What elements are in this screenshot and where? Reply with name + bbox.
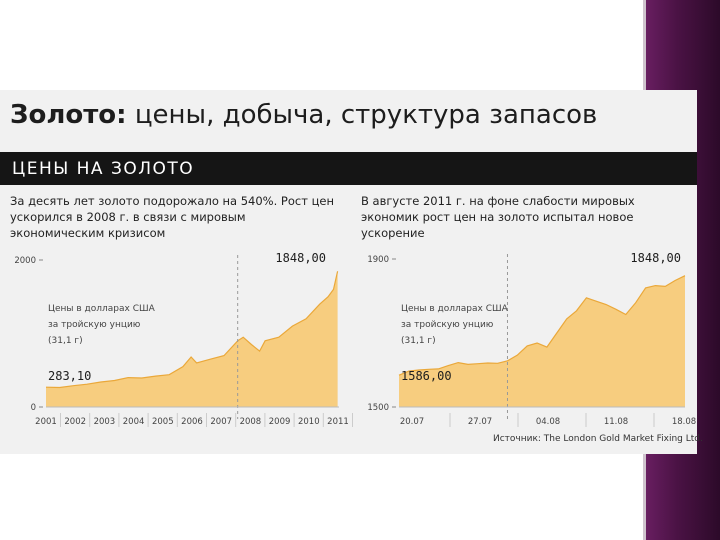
- section-band: ЦЕНЫ НА ЗОЛОТО: [0, 152, 697, 185]
- left-y-tick-label-0: 0: [31, 403, 36, 413]
- right-x-tick-label-1: 27.07: [468, 417, 492, 427]
- right-end-value-label: 1848,00: [630, 251, 681, 265]
- left-price-line: [45, 271, 339, 389]
- left-x-tick-label-4: 2005: [152, 417, 174, 427]
- left-price-area: [46, 271, 338, 407]
- right-x-tick-label-2: 04.08: [536, 417, 560, 427]
- right-y-tick-label-0: 1500: [367, 403, 389, 413]
- right-price-area: [399, 275, 685, 407]
- source-note: Источник: The London Gold Market Fixing …: [493, 434, 703, 444]
- left-x-tick-label-3: 2004: [123, 417, 145, 427]
- right-units-label-1: за тройскую унцию: [401, 320, 494, 330]
- left-start-value-label: 283,10: [48, 369, 91, 383]
- right-x-tick-label-3: 11.08: [604, 417, 628, 427]
- right-price-line: [398, 275, 686, 376]
- left-x-tick-label-1: 2002: [64, 417, 86, 427]
- left-x-tick-label-6: 2007: [210, 417, 232, 427]
- right-chart-caption: В августе 2011 г. на фоне слабости миров…: [361, 194, 635, 240]
- left-end-value-label: 1848,00: [275, 251, 326, 265]
- right-units-label-2: (31,1 г): [401, 336, 436, 346]
- left-x-tick-label-2: 2003: [94, 417, 116, 427]
- right-x-tick-label-4: 18.08: [672, 417, 696, 427]
- left-chart-caption: За десять лет золото подорожало на 540%.…: [10, 194, 334, 240]
- right-y-tick-label-1: 1900: [367, 255, 389, 265]
- section-band-label: ЦЕНЫ НА ЗОЛОТО: [12, 159, 195, 179]
- left-units-label-2: (31,1 г): [48, 336, 83, 346]
- right-x-tick-label-0: 20.07: [400, 417, 424, 427]
- title-bold: Золото:: [10, 100, 127, 130]
- title-rest: цены, добыча, структура запасов: [126, 100, 598, 130]
- left-x-tick-label-0: 2001: [35, 417, 57, 427]
- left-x-tick-label-8: 2009: [269, 417, 291, 427]
- left-x-tick-label-10: 2011: [327, 417, 349, 427]
- left-x-tick-label-7: 2008: [240, 417, 262, 427]
- left-gold-price-chart: 0 2000 2001 2002 2003 2004 2005 2006 2007 2008 200…: [14, 251, 353, 427]
- page-title: Золото: цены, добыча, структура запасов: [10, 100, 597, 130]
- left-x-tick-label-5: 2006: [181, 417, 203, 427]
- right-start-value-label: 1586,00: [401, 369, 452, 383]
- left-units-label-0: Цены в долларах США: [48, 304, 156, 314]
- left-y-tick-label-1: 2000: [14, 256, 36, 266]
- left-x-tick-label-9: 2010: [298, 417, 320, 427]
- right-gold-price-chart: 1500 1900 20.07 27.07 04.08 11.08 18.08 Цены в …: [367, 251, 696, 427]
- left-units-label-1: за тройскую унцию: [48, 320, 141, 330]
- infographic-panel: Золото: цены, добыча, структура запасов …: [0, 90, 703, 454]
- right-units-label-0: Цены в долларах США: [401, 304, 509, 314]
